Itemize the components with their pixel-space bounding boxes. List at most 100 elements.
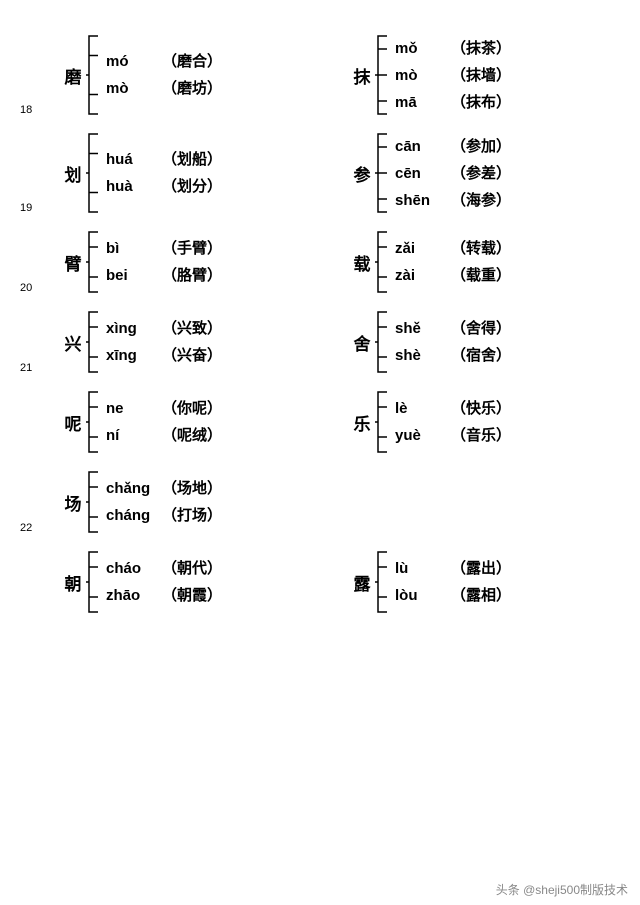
row-number: 20: [20, 226, 60, 298]
pinyin: cān: [391, 136, 451, 157]
pinyin: cháng: [102, 505, 162, 526]
watermark: 头条 @sheji500制版技术: [492, 880, 632, 899]
readings-list: lè （快乐） yuè （音乐）: [391, 394, 620, 450]
character: 抹: [349, 63, 375, 88]
pinyin: xìng: [102, 318, 162, 339]
example-word: （兴奋）: [162, 345, 222, 366]
polyphone-group: 舍 shě （舍得） shè （宿舍）: [349, 306, 620, 378]
readings-list: lù （露出） lòu （露相）: [391, 554, 620, 610]
reading-line: cháng （打场）: [102, 505, 331, 526]
example-word: （舍得）: [451, 318, 511, 339]
page-content: 18 磨 mó （磨合） mò （磨坊） 抹 mǒ （抹茶） mò （抹墙） m…: [0, 0, 640, 646]
example-word: （快乐）: [451, 398, 511, 419]
character: 载: [349, 250, 375, 275]
character: 舍: [349, 330, 375, 355]
character: 臂: [60, 250, 86, 275]
row-number: 22: [20, 466, 60, 538]
readings-list: xìng （兴致） xīng （兴奋）: [102, 314, 331, 370]
gap: [331, 306, 349, 378]
entry-row: 朝 cháo （朝代） zhāo （朝霞） 露 lù （露出） lòu （露相）: [20, 546, 620, 618]
character: 兴: [60, 330, 86, 355]
readings-list: zǎi （转载） zài （载重）: [391, 234, 620, 290]
bracket: [86, 30, 102, 120]
readings-list: ne （你呢） ní （呢绒）: [102, 394, 331, 450]
reading-line: lè （快乐）: [391, 398, 620, 419]
polyphone-group: 乐 lè （快乐） yuè （音乐）: [349, 386, 620, 458]
polyphone-group: 臂 bì （手臂） bei （胳臂）: [60, 226, 331, 298]
reading-line: bei （胳臂）: [102, 265, 331, 286]
readings-list: mǒ （抹茶） mò （抹墙） mā （抹布）: [391, 34, 620, 117]
reading-line: lù （露出）: [391, 558, 620, 579]
reading-line: zǎi （转载）: [391, 238, 620, 259]
example-word: （参差）: [451, 163, 511, 184]
example-word: （划分）: [162, 176, 222, 197]
reading-line: huà （划分）: [102, 176, 331, 197]
pinyin: shè: [391, 345, 451, 366]
row-number: [20, 546, 60, 618]
example-word: （露出）: [451, 558, 511, 579]
example-word: （载重）: [451, 265, 511, 286]
pinyin: xīng: [102, 345, 162, 366]
bracket: [86, 226, 102, 298]
example-word: （宿舍）: [451, 345, 511, 366]
reading-line: shě （舍得）: [391, 318, 620, 339]
bracket: [86, 546, 102, 618]
character: 朝: [60, 570, 86, 595]
example-word: （场地）: [162, 478, 222, 499]
reading-line: cān （参加）: [391, 136, 620, 157]
example-word: （转载）: [451, 238, 511, 259]
polyphone-group: 载 zǎi （转载） zài （载重）: [349, 226, 620, 298]
example-word: （海参）: [451, 190, 511, 211]
readings-list: mó （磨合） mò （磨坊）: [102, 47, 331, 103]
reading-line: ní （呢绒）: [102, 425, 331, 446]
reading-line: zài （载重）: [391, 265, 620, 286]
bracket: [86, 306, 102, 378]
reading-line: mǒ （抹茶）: [391, 38, 620, 59]
character: 场: [60, 490, 86, 515]
example-word: （胳臂）: [162, 265, 222, 286]
pinyin: chǎng: [102, 478, 162, 499]
pinyin: zǎi: [391, 238, 451, 259]
pinyin: lù: [391, 558, 451, 579]
pinyin: lòu: [391, 585, 451, 606]
reading-line: xìng （兴致）: [102, 318, 331, 339]
gap: [331, 386, 349, 458]
example-word: （露相）: [451, 585, 511, 606]
polyphone-group: 兴 xìng （兴致） xīng （兴奋）: [60, 306, 331, 378]
polyphone-group: 露 lù （露出） lòu （露相）: [349, 546, 620, 618]
entry-row: 19 划 huá （划船） huà （划分） 参 cān （参加） cēn （参…: [20, 128, 620, 218]
pinyin: ní: [102, 425, 162, 446]
entry-row: 21 兴 xìng （兴致） xīng （兴奋） 舍 shě （舍得） shè …: [20, 306, 620, 378]
example-word: （朝代）: [162, 558, 222, 579]
character: 划: [60, 161, 86, 186]
gap: [331, 546, 349, 618]
reading-line: lòu （露相）: [391, 585, 620, 606]
polyphone-group: 划 huá （划船） huà （划分）: [60, 128, 331, 218]
reading-line: yuè （音乐）: [391, 425, 620, 446]
reading-line: chǎng （场地）: [102, 478, 331, 499]
example-word: （你呢）: [162, 398, 222, 419]
empty-group: [349, 466, 620, 538]
entry-row: 呢 ne （你呢） ní （呢绒） 乐 lè （快乐） yuè （音乐）: [20, 386, 620, 458]
pinyin: mò: [391, 65, 451, 86]
reading-line: mā （抹布）: [391, 92, 620, 113]
readings-list: chǎng （场地） cháng （打场）: [102, 474, 331, 530]
polyphone-group: 朝 cháo （朝代） zhāo （朝霞）: [60, 546, 331, 618]
pinyin: bei: [102, 265, 162, 286]
entry-row: 18 磨 mó （磨合） mò （磨坊） 抹 mǒ （抹茶） mò （抹墙） m…: [20, 30, 620, 120]
pinyin: yuè: [391, 425, 451, 446]
example-word: （磨坊）: [162, 78, 222, 99]
reading-line: ne （你呢）: [102, 398, 331, 419]
bracket: [375, 546, 391, 618]
pinyin: mā: [391, 92, 451, 113]
reading-line: bì （手臂）: [102, 238, 331, 259]
reading-line: huá （划船）: [102, 149, 331, 170]
row-number: 18: [20, 30, 60, 120]
pinyin: cēn: [391, 163, 451, 184]
example-word: （呢绒）: [162, 425, 222, 446]
reading-line: cēn （参差）: [391, 163, 620, 184]
pinyin: zhāo: [102, 585, 162, 606]
polyphone-group: 呢 ne （你呢） ní （呢绒）: [60, 386, 331, 458]
readings-list: bì （手臂） bei （胳臂）: [102, 234, 331, 290]
entry-row: 20 臂 bì （手臂） bei （胳臂） 载 zǎi （转载） zài （载重…: [20, 226, 620, 298]
